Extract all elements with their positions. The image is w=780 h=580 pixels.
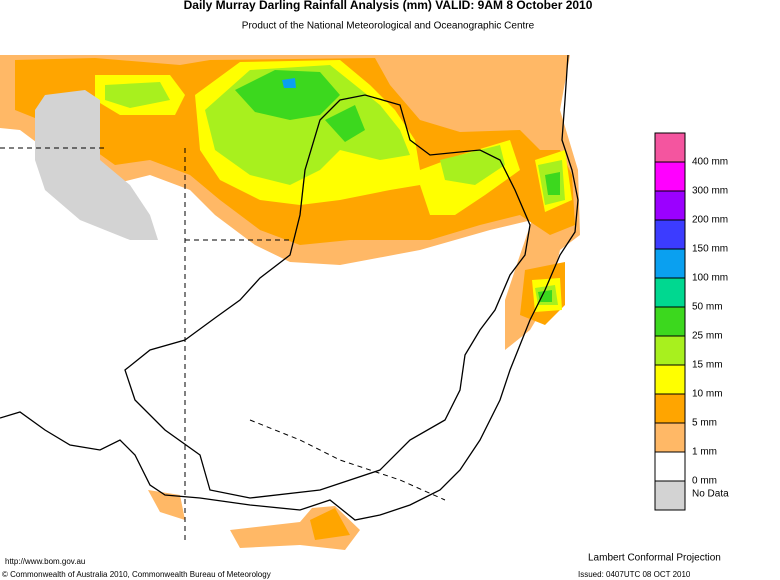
legend-swatch <box>654 364 686 395</box>
legend-swatch <box>654 161 686 192</box>
legend-swatch <box>654 451 686 482</box>
legend-label: 15 mm <box>692 360 723 371</box>
legend-swatch <box>654 306 686 337</box>
legend-label: 100 mm <box>692 273 728 284</box>
copyright: © Commonwealth of Australia 2010, Common… <box>2 570 271 579</box>
legend-label: 300 mm <box>692 186 728 197</box>
legend-label: 0 mm <box>692 476 717 487</box>
legend-swatch <box>654 335 686 366</box>
legend-swatch <box>654 480 686 511</box>
legend-swatch <box>654 277 686 308</box>
legend-swatch <box>654 422 686 453</box>
legend-label: 25 mm <box>692 331 723 342</box>
legend-label: 1 mm <box>692 447 717 458</box>
legend: 400 mm 300 mm 200 mm 150 mm 100 mm 50 mm 25 mm… <box>654 132 729 511</box>
legend-swatch <box>654 393 686 424</box>
legend-label: 400 mm <box>692 157 728 168</box>
legend-label: No Data <box>692 489 729 500</box>
legend-swatch <box>654 219 686 250</box>
issued-time: Issued: 0407UTC 08 OCT 2010 <box>578 570 691 579</box>
legend-swatch <box>654 132 686 163</box>
subtitle: Product of the National Meteorological a… <box>242 21 535 32</box>
projection-note: Lambert Conformal Projection <box>588 553 721 564</box>
source-url: http://www.bom.gov.au <box>5 557 85 566</box>
legend-label: 150 mm <box>692 244 728 255</box>
legend-label: 50 mm <box>692 302 723 313</box>
legend-swatch <box>654 190 686 221</box>
legend-swatch <box>654 248 686 279</box>
legend-label: 10 mm <box>692 389 723 400</box>
title: Daily Murray Darling Rainfall Analysis (… <box>184 0 593 12</box>
rainfall-map <box>0 54 650 555</box>
legend-label: 5 mm <box>692 418 717 429</box>
legend-label: 200 mm <box>692 215 728 226</box>
